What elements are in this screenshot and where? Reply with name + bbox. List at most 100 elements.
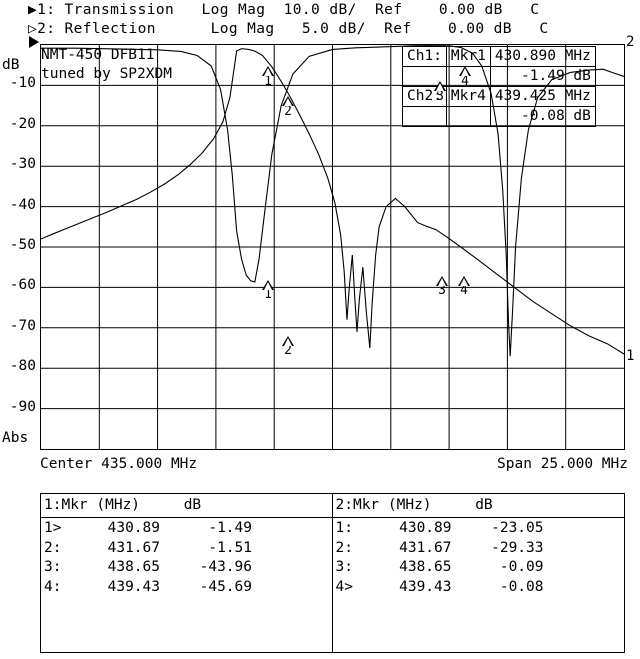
readout-blank-3 [402,106,447,127]
marker-row-db: -23.05 [491,520,544,536]
marker-triangle-icon [282,336,294,346]
channel-2-suffix: C [539,21,549,37]
marker-table-row[interactable]: 1> 430.89 -1.49 [41,519,332,539]
marker-readout-row: Ch2: Mkr4 439.425 MHz [402,86,596,107]
channel-1-scale: 10.0 dB/ [283,2,357,18]
marker-number: 4 [460,283,468,298]
marker-number: 3 [436,89,444,104]
marker-table-row[interactable]: 3: 438.65 -43.96 [41,558,332,578]
marker-readout-table: Ch1: Mkr1 430.890 MHz -1.49 dB Ch2: Mkr4… [402,46,596,127]
marker-row-db: -0.09 [499,559,544,575]
channel-1-ref-value: 0.00 dB [438,2,503,18]
y-axis-tick-neg90: -90 [9,398,36,415]
marker-readout-panel: Ch1: Mkr1 430.890 MHz -1.49 dB Ch2: Mkr4… [402,46,596,127]
marker-row-index: 1: [335,520,353,536]
marker-row-frequency: 430.89 [107,520,160,536]
marker-row-frequency: 438.65 [107,559,160,575]
marker-row-index: 4: [44,578,62,595]
marker-table-2-title: 2:Mkr [335,497,380,513]
marker-triangle-icon [459,66,471,76]
readout-channel-2: Ch2: [402,86,447,107]
channel-2-scale: 5.0 dB/ [301,21,366,37]
marker-row-index: 3: [44,559,62,575]
y-axis-unit-label: dB [2,57,20,73]
marker-table-row[interactable]: 1: 430.89 -23.05 [333,519,625,539]
y-axis-tick-neg10: -10 [9,75,36,92]
readout-marker-2: Mkr4 [445,86,491,107]
trace-2-reflection [41,45,624,357]
y-axis-tick-neg50: -50 [9,237,36,253]
marker-table-row[interactable]: 2: 431.67 -29.33 [333,539,625,559]
marker-row-db: -1.49 [208,520,252,536]
marker-triangle-icon [262,66,274,76]
channel-1-header: ▶1: Transmission Log Mag 10.0 dB/ Ref 0.… [28,2,539,18]
marker-row-db: -0.08 [499,578,544,595]
readout-channel: Ch1: [402,46,447,67]
trace-1-right-label: 1 [626,348,635,364]
marker-table-2-value-col: dB [475,497,493,513]
marker-triangle-icon [434,81,446,91]
marker-triangle-icon [282,96,294,106]
marker-row-frequency: 430.89 [399,520,452,536]
marker-table-row[interactable]: 4: 439.43 -45.69 [41,578,332,598]
marker-row-index: 3: [335,559,353,575]
center-frequency-label: Center 435.000 MHz [40,456,198,472]
marker-number: 1 [264,287,272,302]
marker-number: 1 [264,74,272,89]
marker-tables: 1:Mkr (MHz) dB 1> 430.89 -1.49 2: 431.67 -1.5… [40,493,625,653]
trace-marker-1b[interactable]: 1 [261,280,275,301]
marker-number: 3 [438,283,446,298]
channel-1-ref-label: Ref [374,2,403,18]
marker-table-2-header: 2:Mkr (MHz) dB [332,494,624,518]
marker-number: 2 [284,343,292,358]
readout-blank-4 [445,106,491,127]
marker-table-2-unit: (MHz) [387,497,432,513]
marker-readout-row-value: -0.08 dB [402,106,596,127]
marker-table-row[interactable]: 2: 431.67 -1.51 [41,539,332,559]
marker-table-1-value-col: dB [183,497,202,513]
trace-marker-3b[interactable]: 3 [435,276,449,297]
y-axis-tick-neg70: -70 [9,317,36,334]
trace-marker-2b[interactable]: 2 [281,336,295,357]
marker-number: 2 [284,104,292,119]
marker-row-frequency: 439.43 [107,578,160,595]
marker-table-channel-2[interactable]: 2:Mkr (MHz) dB 1: 430.89 -23.05 2: 431.67 -29… [332,494,625,652]
trace-1-reference-pointer-icon [29,36,39,48]
channel-1-format: Log Mag [201,2,266,18]
trace-marker-2[interactable]: 2 [281,96,295,118]
marker-row-index: 2: [44,539,62,556]
y-axis-mode-label: Abs [2,430,29,446]
marker-row-frequency: 439.43 [399,578,452,595]
marker-row-db: -45.69 [199,578,252,595]
channel-2-ref-value: 0.00 dB [448,21,512,37]
plot-title-line-2: tuned by SP2XDM [41,66,172,82]
marker-row-frequency: 431.67 [399,539,452,556]
readout-frequency-2: 439.425 MHz [489,86,596,107]
channel-2-format: Log Mag [210,21,275,37]
marker-triangle-icon [262,280,274,290]
trace-marker-3[interactable]: 3 [433,81,447,103]
plot-title-line-1: NMT-450 DFB11 [41,47,155,63]
marker-row-db: -1.51 [208,539,252,556]
marker-readout-row-value: -1.49 dB [402,66,596,87]
marker-row-frequency: 431.67 [107,539,160,556]
marker-table-row[interactable]: 3: 438.65 -0.09 [333,558,625,578]
channel-1-suffix: C [530,2,540,18]
marker-row-db: -43.96 [199,559,252,575]
trace-marker-4[interactable]: 4 [458,66,472,88]
y-axis-tick-neg30: -30 [9,156,36,173]
y-axis-tick-neg60: -60 [9,277,36,294]
marker-triangle-icon [458,276,470,286]
marker-table-row[interactable]: 4> 439.43 -0.08 [333,578,625,598]
y-axis-tick-neg20: -20 [9,115,36,132]
plot-title: NMT-450 DFB11 tuned by SP2XDM [41,46,172,84]
readout-value: -1.49 dB [489,66,596,87]
trace-marker-4b[interactable]: 4 [457,276,471,297]
readout-frequency: 430.890 MHz [489,46,596,67]
channel-2-label: 2: Reflection [37,21,156,37]
marker-table-channel-1[interactable]: 1:Mkr (MHz) dB 1> 430.89 -1.49 2: 431.67 -1.5… [41,494,333,652]
trace-marker-1[interactable]: 1 [261,66,275,88]
trace-2-right-label: 2 [626,34,635,50]
marker-row-db: -29.33 [491,539,544,556]
